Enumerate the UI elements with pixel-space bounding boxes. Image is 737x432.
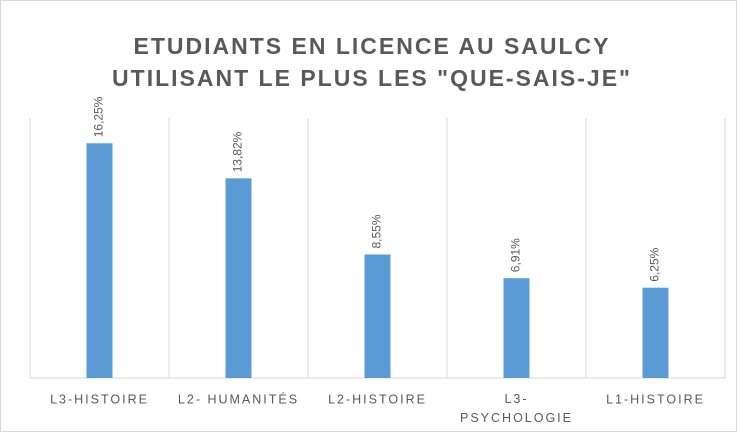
x-tick-label: L2- HUMANITÉS [178, 391, 299, 406]
bar [86, 143, 113, 378]
data-label: 13,82% [231, 131, 245, 172]
data-label: 8,55% [370, 214, 384, 248]
bar [225, 178, 252, 378]
data-label: 6,25% [648, 247, 662, 281]
x-tick-label: L2-HISTOIRE [328, 392, 427, 406]
bar [503, 278, 530, 378]
data-label: 16,25% [92, 96, 106, 137]
data-label: 6,91% [509, 238, 523, 272]
chart-title: UTILISANT LE PLUS LES "QUE-SAIS-JE" [112, 65, 632, 91]
x-tick-label: L3-PSYCHOLOGIE [460, 392, 573, 425]
bar [364, 254, 391, 378]
x-tick-label: L3-HISTOIRE [50, 392, 149, 406]
chart-title: ETUDIANTS EN LICENCE AU SAULCY [134, 33, 611, 59]
bar [642, 287, 669, 378]
x-tick-label: L1-HISTOIRE [606, 392, 705, 406]
